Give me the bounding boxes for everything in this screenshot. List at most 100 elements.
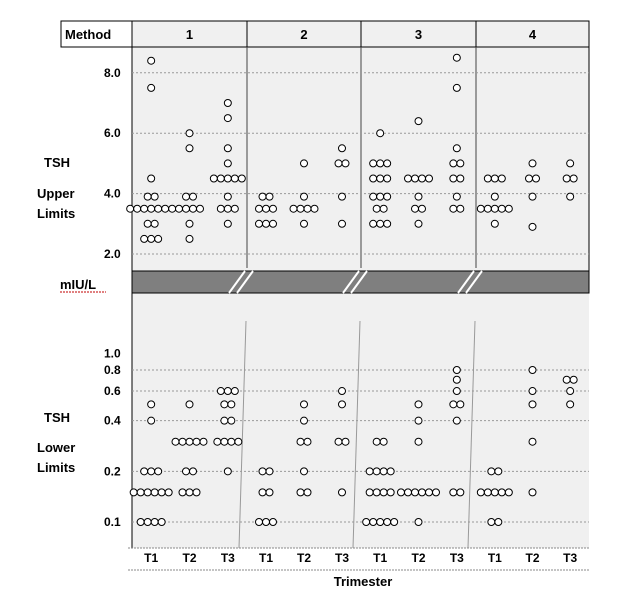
method-header-3: 3	[415, 27, 422, 42]
lower-point-m1-T3	[230, 387, 239, 396]
upper-point-m3-T2	[414, 219, 423, 228]
lower-tick-label: 0.2	[104, 464, 121, 478]
upper-point-m1-T2	[175, 204, 183, 213]
lower-point-m1-T3	[220, 437, 229, 446]
axis-break-mark	[342, 270, 360, 294]
upper-point-m1-T1	[150, 192, 159, 201]
lower-point-m1-T2	[178, 488, 187, 497]
upper-point-m4-T1	[490, 204, 499, 213]
x-tick-3-T1: T1	[373, 551, 387, 565]
unit-label: mIU/L	[60, 277, 96, 292]
lower-point-m1-T2	[178, 437, 187, 446]
upper-point-m2-T1	[258, 192, 267, 201]
lower-point-m1-T2	[192, 488, 201, 497]
lower-point-m4-T3	[569, 375, 578, 384]
upper-point-m3-T3	[449, 204, 458, 213]
lower-point-m1-T2	[192, 437, 201, 446]
lower-point-m2-T2	[303, 488, 312, 497]
upper-point-m4-T1	[490, 192, 499, 201]
upper-point-m3-T2	[414, 117, 423, 126]
lower-point-m1-T2	[185, 437, 194, 446]
upper-point-m1-T1	[147, 83, 156, 92]
lower-point-m3-T3	[452, 375, 461, 384]
lower-point-m3-T2	[397, 488, 405, 497]
lower-point-m1-T2	[189, 467, 197, 476]
upper-point-m1-T2	[185, 219, 194, 228]
method-divider-lower	[467, 320, 476, 549]
lower-point-m3-T1	[379, 488, 388, 497]
upper-point-m2-T1	[255, 219, 263, 228]
lower-point-m2-T3	[338, 488, 346, 497]
method-header-label: Method	[65, 27, 111, 42]
upper-point-m4-T1	[497, 204, 506, 213]
x-tick-2-T3: T3	[335, 551, 349, 565]
lower-point-m4-T1	[494, 467, 503, 476]
lower-point-m2-T1	[269, 518, 277, 526]
lower-point-m3-T3	[456, 400, 465, 409]
lower-point-m3-T2	[414, 437, 423, 446]
upper-point-m3-T1	[369, 192, 378, 201]
upper-point-m2-T1	[255, 204, 263, 213]
lower-point-m1-T1	[164, 488, 173, 497]
lower-point-m3-T1	[376, 518, 385, 526]
upper-point-m1-T1	[150, 219, 159, 228]
lower-point-m1-T3	[227, 400, 236, 409]
upper-point-m3-T2	[418, 174, 426, 183]
upper-point-m1-T1	[168, 204, 177, 213]
upper-point-m4-T2	[528, 222, 537, 231]
lower-point-m3-T1	[390, 518, 399, 526]
upper-point-m4-T1	[497, 174, 506, 183]
lower-point-m1-T3	[223, 387, 232, 396]
upper-point-m1-T1	[126, 204, 135, 213]
upper-point-m1-T3	[223, 192, 232, 201]
lower-point-m1-T2	[185, 488, 194, 497]
lower-point-m1-T1	[140, 467, 149, 476]
lower-point-m4-T1	[504, 488, 513, 497]
upper-point-m1-T3	[223, 144, 232, 153]
lower-point-m2-T1	[258, 467, 267, 476]
upper-point-m3-T1	[369, 174, 378, 183]
lower-tick-label: 0.1	[104, 515, 121, 529]
lower-point-m4-T2	[528, 488, 537, 497]
upper-point-m4-T1	[483, 204, 492, 213]
upper-point-m4-T1	[504, 204, 513, 213]
upper-point-m3-T3	[452, 53, 461, 62]
lower-point-m3-T2	[425, 488, 433, 497]
lower-point-m3-T1	[362, 518, 371, 526]
upper-point-m3-T3	[456, 204, 465, 213]
upper-point-m2-T2	[289, 204, 298, 213]
lower-point-m2-T1	[262, 518, 270, 526]
lower-point-m3-T2	[418, 488, 426, 497]
axis-break-mark	[457, 270, 475, 294]
upper-point-m1-T3	[230, 174, 239, 183]
upper-point-m1-T3	[230, 204, 239, 213]
upper-point-m1-T2	[196, 204, 204, 213]
lower-point-m1-T3	[220, 400, 229, 409]
x-tick-2-T2: T2	[297, 551, 311, 565]
method-divider-lower	[352, 320, 361, 549]
upper-tick-label: 8.0	[104, 66, 121, 80]
upper-point-m4-T2	[528, 192, 537, 201]
x-tick-1-T3: T3	[221, 551, 235, 565]
unit-band	[131, 270, 590, 294]
upper-point-m2-T1	[265, 192, 274, 201]
x-tick-4-T1: T1	[488, 551, 502, 565]
upper-tick-label: 4.0	[104, 187, 121, 201]
upper-point-m4-T2	[528, 159, 537, 168]
upper-point-m4-T3	[562, 174, 571, 183]
upper-point-m4-T1	[476, 204, 485, 213]
upper-point-m1-T1	[143, 192, 152, 201]
lower-point-m1-T3	[220, 416, 229, 425]
lower-point-m4-T2	[528, 437, 537, 446]
lower-tick-label: 1.0	[104, 347, 121, 361]
lower-point-m3-T1	[386, 467, 395, 476]
lower-point-m2-T2	[300, 416, 308, 425]
upper-point-m1-T2	[189, 204, 197, 213]
upper-point-m1-T3	[237, 174, 246, 183]
lower-point-m1-T3	[223, 467, 232, 476]
upper-point-m2-T1	[269, 204, 277, 213]
upper-point-m1-T1	[143, 219, 152, 228]
upper-point-m1-T2	[185, 144, 194, 153]
lower-point-m3-T1	[372, 488, 381, 497]
